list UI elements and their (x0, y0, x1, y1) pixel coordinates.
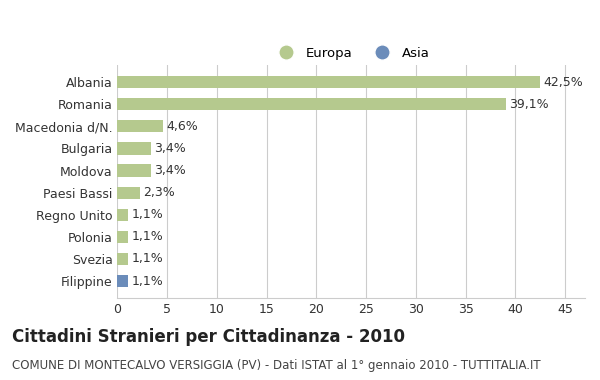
Bar (118, 275, 128, 287)
Text: 1,1%: 1,1% (131, 208, 163, 221)
Bar (118, 165, 151, 177)
Bar (118, 231, 128, 243)
Bar (118, 142, 151, 155)
Text: 2,3%: 2,3% (143, 186, 175, 199)
Text: 3,4%: 3,4% (154, 142, 186, 155)
Text: 4,6%: 4,6% (166, 120, 198, 133)
Bar (118, 98, 506, 110)
Text: 3,4%: 3,4% (154, 164, 186, 177)
Text: COMUNE DI MONTECALVO VERSIGGIA (PV) - Dati ISTAT al 1° gennaio 2010 - TUTTITALIA: COMUNE DI MONTECALVO VERSIGGIA (PV) - Da… (12, 359, 541, 372)
Text: 1,1%: 1,1% (131, 230, 163, 243)
Text: 1,1%: 1,1% (131, 275, 163, 288)
Text: 42,5%: 42,5% (543, 76, 583, 89)
Legend: Europa, Asia: Europa, Asia (268, 42, 435, 65)
Bar (118, 187, 140, 199)
Bar (118, 76, 540, 88)
Text: Cittadini Stranieri per Cittadinanza - 2010: Cittadini Stranieri per Cittadinanza - 2… (12, 328, 405, 346)
Bar (118, 253, 128, 265)
Bar (118, 120, 163, 132)
Text: 39,1%: 39,1% (509, 98, 549, 111)
Bar (118, 209, 128, 221)
Text: 1,1%: 1,1% (131, 252, 163, 266)
